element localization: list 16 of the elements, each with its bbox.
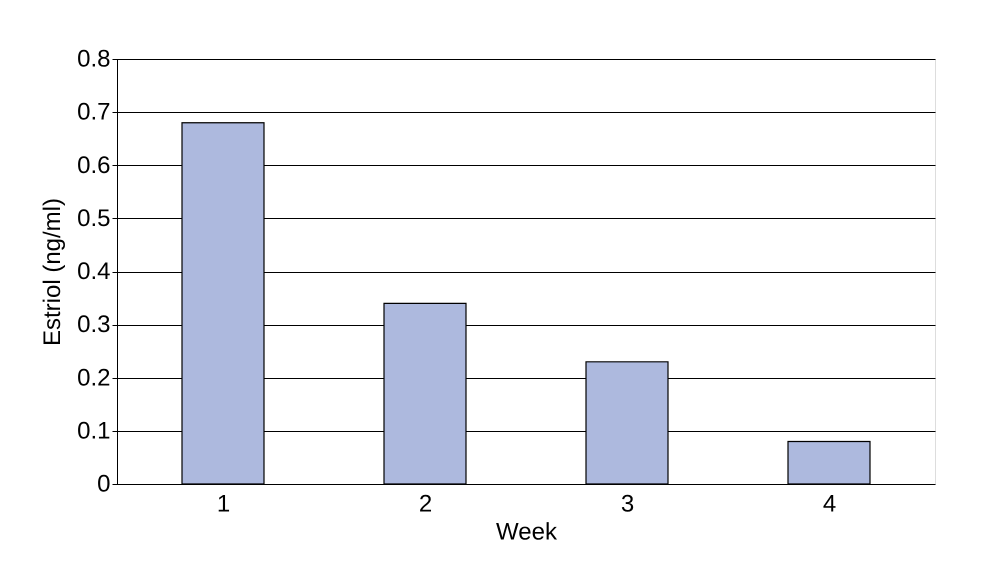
y-tick-label: 0 [97, 470, 110, 498]
x-tick-label: 3 [620, 490, 634, 518]
x-tick-label: 2 [418, 490, 432, 518]
x-tick-label: 1 [216, 490, 230, 518]
y-tick-label: 0.1 [77, 417, 110, 444]
y-axis-title: Estriol (ng/ml) [39, 198, 66, 346]
y-tick-label: 0.8 [77, 46, 110, 72]
x-tick-label: 4 [822, 490, 836, 518]
y-tick-label: 0.2 [77, 364, 110, 392]
y-tick-label: 0.3 [77, 311, 110, 338]
y-tick-label: 0.5 [77, 204, 110, 232]
x-axis-title: Week [496, 518, 558, 546]
y-tick-label: 0.6 [77, 152, 110, 179]
y-tick-label: 0.7 [77, 98, 110, 126]
bar [787, 440, 871, 485]
y-tick-label: 0.4 [77, 258, 110, 285]
